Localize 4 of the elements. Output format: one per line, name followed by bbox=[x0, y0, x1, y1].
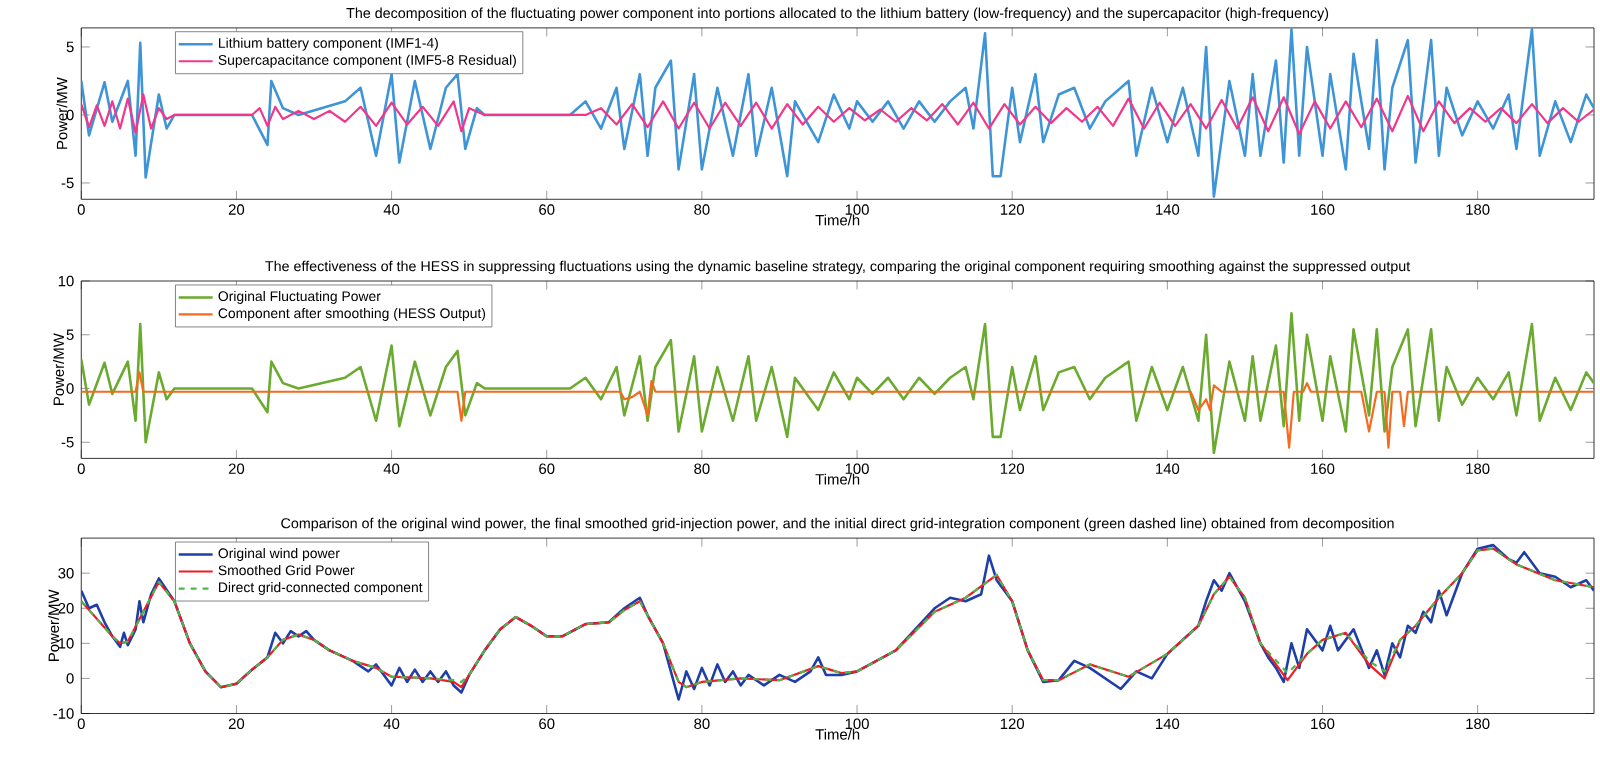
line-series bbox=[81, 28, 1595, 199]
line-series bbox=[81, 93, 1595, 136]
line-series bbox=[81, 371, 1595, 450]
line-series bbox=[81, 312, 1595, 455]
